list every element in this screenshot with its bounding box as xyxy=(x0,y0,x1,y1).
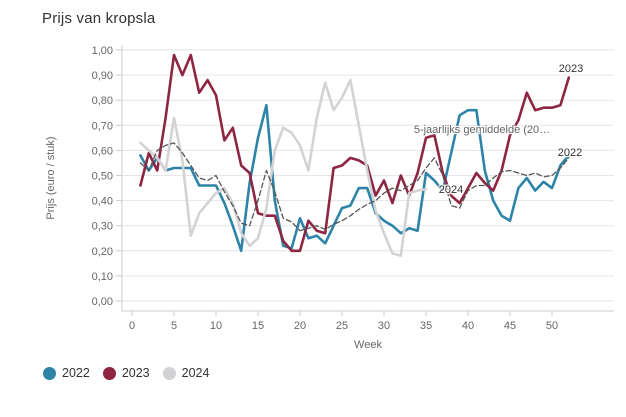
y-tick-label: 0,90 xyxy=(92,70,113,82)
x-tick-label: 40 xyxy=(462,320,474,332)
series-line-2023[interactable] xyxy=(139,53,571,253)
series-end-label-2024: 2024 xyxy=(438,184,464,196)
chart-title: Prijs van kropsla xyxy=(42,10,156,27)
series-end-label-2023: 2023 xyxy=(558,63,584,75)
y-tick-label: 0,60 xyxy=(92,145,113,157)
series-line-2024[interactable] xyxy=(139,78,428,258)
x-tick-label: 15 xyxy=(252,320,264,332)
y-tick-label: 0,40 xyxy=(92,196,113,208)
x-tick-label: 20 xyxy=(294,320,306,332)
x-tick-label: 50 xyxy=(546,320,558,332)
legend-label-2023: 2023 xyxy=(121,366,150,380)
y-axis-title: Prijs (euro / stuk) xyxy=(45,136,57,220)
legend-item-2022[interactable]: 2022 xyxy=(43,366,90,380)
x-tick-label: 0 xyxy=(129,320,135,332)
y-tick-label: 0,70 xyxy=(92,120,113,132)
legend-swatch-2024 xyxy=(162,366,176,380)
x-tick-label: 5 xyxy=(171,320,177,332)
legend-swatch-2022 xyxy=(43,366,56,380)
legend-item-2024[interactable]: 2024 xyxy=(162,366,210,380)
legend-label-2024: 2024 xyxy=(181,366,210,380)
x-tick-label: 25 xyxy=(336,320,348,332)
x-tick-label: 30 xyxy=(378,320,390,332)
legend-item-2023[interactable]: 2023 xyxy=(102,366,150,380)
y-tick-label: 0,30 xyxy=(92,221,113,233)
legend-label-2022: 2022 xyxy=(62,366,90,380)
y-tick-label: 0,20 xyxy=(92,246,113,258)
series-line-2022[interactable] xyxy=(139,103,571,253)
y-tick-label: 0,50 xyxy=(92,171,113,183)
legend-swatch-2023 xyxy=(102,366,116,380)
x-tick-label: 10 xyxy=(210,320,222,332)
y-tick-label: 1,00 xyxy=(92,45,113,57)
series-end-label-2022: 2022 xyxy=(557,147,583,159)
x-tick-label: 45 xyxy=(504,320,516,332)
legend: 2022 2023 2024 xyxy=(43,366,209,380)
series-label-5yr-average: 5-jaarlijks gemiddelde (20… xyxy=(413,124,551,136)
y-tick-label: 0,10 xyxy=(92,271,113,283)
y-tick-label: 0,00 xyxy=(92,296,113,308)
x-axis-title: Week xyxy=(354,339,382,351)
y-tick-label: 0,80 xyxy=(92,95,113,107)
series-line-5-jaarlijks-gemiddelde[interactable] xyxy=(139,142,570,232)
x-tick-label: 35 xyxy=(420,320,432,332)
